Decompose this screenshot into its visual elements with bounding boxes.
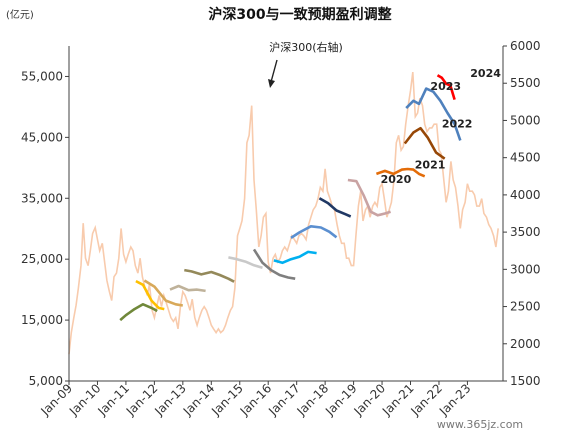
right-tick-label: 3500 [510, 225, 541, 239]
chart-title: 沪深300与一致预期盈利调整 [208, 6, 392, 23]
year-label-2022: 2022 [442, 118, 473, 131]
left-tick-label: 15,000 [21, 313, 63, 327]
x-tick-label: Jan-11 [94, 381, 132, 419]
year-label-2020: 2020 [381, 173, 412, 186]
x-tick-label: Jan-17 [265, 381, 303, 419]
watermark: www.365jz.com [437, 418, 523, 431]
series-line-2018 [290, 225, 338, 239]
right-tick-label: 1500 [510, 374, 541, 388]
series-line-2021 [375, 167, 426, 178]
x-tick-label: Jan-12 [123, 381, 161, 419]
series-line-2010 [119, 302, 158, 322]
right-tick-label: 5500 [510, 76, 541, 90]
x-tick-label: Jan-21 [379, 381, 417, 419]
series-line-2019 [318, 197, 352, 218]
series-line-2016 [252, 248, 296, 280]
series-line-2015 [228, 256, 263, 269]
series-line-2024 [436, 74, 456, 100]
series-line-2014 [184, 268, 235, 283]
x-tick-label: Jan-13 [151, 381, 189, 419]
right-tick-label: 5000 [510, 113, 541, 127]
year-label-2021: 2021 [415, 158, 446, 171]
series-line-2012 [143, 279, 184, 307]
right-tick-label: 4500 [510, 151, 541, 165]
left-tick-label: 35,000 [21, 191, 63, 205]
series-line-2017 [273, 250, 317, 265]
right-tick-label: 2000 [510, 337, 541, 351]
x-tick-label: Jan-16 [237, 381, 275, 419]
left-tick-label: 25,000 [21, 252, 63, 266]
right-tick-label: 6000 [510, 39, 541, 53]
series-line-2013 [169, 284, 206, 293]
series-line-2020 [347, 178, 391, 217]
year-label-2024: 2024 [470, 67, 501, 80]
year-label-2023: 2023 [430, 80, 461, 93]
x-tick-label: Jan-19 [322, 381, 360, 419]
plot-area [68, 72, 499, 355]
x-tick-label: Jan-14 [180, 381, 218, 419]
right-tick-label: 4000 [510, 188, 541, 202]
series-line-2011 [135, 279, 165, 311]
x-tick-label: Jan-20 [351, 381, 389, 419]
x-tick-label: Jan-18 [294, 381, 332, 419]
index-annotation-label: 沪深300(右轴) [269, 40, 343, 54]
right-tick-label: 3000 [510, 262, 541, 276]
left-tick-label: 55,000 [21, 69, 63, 83]
left-tick-label: 5,000 [29, 374, 63, 388]
x-tick-label: Jan-22 [408, 381, 446, 419]
annotation-arrow [268, 59, 278, 88]
x-tick-label: Jan-10 [66, 381, 104, 419]
series-line-2022 [403, 126, 446, 160]
x-tick-label: Jan-23 [436, 381, 474, 419]
left-axis-unit: (亿元) [6, 8, 34, 21]
x-tick-label: Jan-15 [208, 381, 246, 419]
series-line-2023 [405, 87, 462, 141]
left-tick-label: 45,000 [21, 130, 63, 144]
right-tick-label: 2500 [510, 300, 541, 314]
index-series-line [68, 72, 499, 355]
axes: 5,000 15,000 25,000 35,000 45,000 55,000 1500 2… [21, 39, 541, 419]
